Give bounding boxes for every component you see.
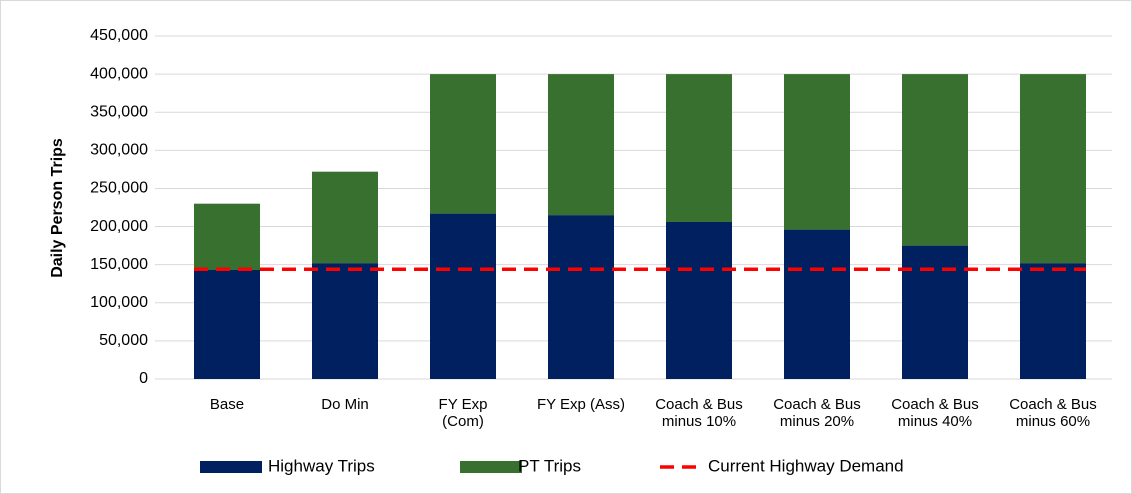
y-tick-label: 150,000: [90, 256, 148, 273]
bar: [312, 171, 378, 264]
x-tick-label: Base: [210, 396, 244, 413]
bar: [666, 74, 732, 222]
y-tick-label: 450,000: [90, 27, 148, 44]
y-tick-label: 200,000: [90, 218, 148, 235]
x-tick-label: FY Exp (Ass): [537, 396, 625, 413]
bar: [784, 74, 850, 230]
bar: [430, 74, 496, 214]
bar: [548, 215, 614, 379]
x-tick-label: Coach & Bus minus 40%: [891, 396, 979, 430]
bar: [1020, 263, 1086, 379]
y-tick-label: 250,000: [90, 180, 148, 197]
bar: [1020, 74, 1086, 264]
y-tick-label: 400,000: [90, 65, 148, 82]
y-tick-label: 300,000: [90, 142, 148, 159]
y-axis-label: Daily Person Trips: [49, 138, 66, 278]
y-tick-label: 50,000: [99, 332, 148, 349]
bar: [312, 263, 378, 379]
bar: [194, 270, 260, 379]
bar: [666, 221, 732, 379]
legend-swatch: [460, 461, 522, 473]
y-tick-label: 100,000: [90, 294, 148, 311]
bar: [194, 203, 260, 271]
bar: [784, 229, 850, 379]
x-tick-label: Do Min: [321, 396, 369, 413]
x-tick-label: FY Exp (Com): [439, 396, 488, 430]
bar: [902, 245, 968, 379]
legend-label: Current Highway Demand: [708, 456, 904, 475]
x-tick-label: Coach & Bus minus 60%: [1009, 396, 1097, 430]
legend-label: PT Trips: [518, 456, 581, 475]
bar: [548, 74, 614, 216]
legend-swatch: [200, 461, 262, 473]
bar: [902, 74, 968, 246]
x-tick-label: Coach & Bus minus 10%: [655, 396, 743, 430]
x-tick-label: Coach & Bus minus 20%: [773, 396, 861, 430]
y-tick-label: 0: [139, 370, 148, 387]
y-tick-label: 350,000: [90, 103, 148, 120]
bar: [430, 213, 496, 379]
legend-label: Highway Trips: [268, 456, 375, 475]
